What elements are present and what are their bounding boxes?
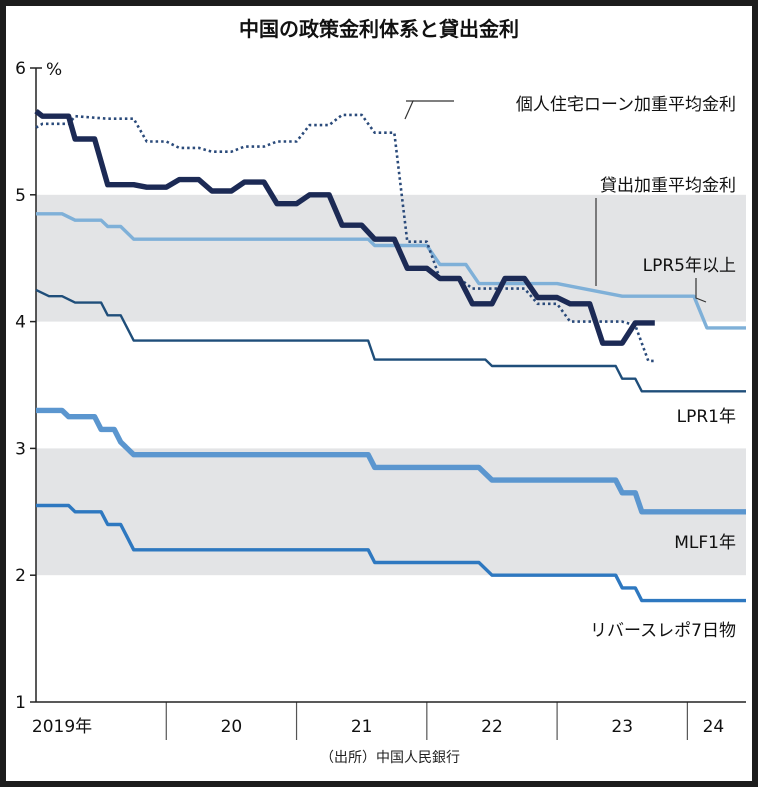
series-label-2: LPR5年以上 (643, 256, 736, 276)
series-label-4: MLF1年 (674, 533, 736, 553)
series-line-3 (36, 212, 746, 330)
x-tick-label: 22 (481, 717, 503, 737)
y-tick-label: 5 (15, 186, 26, 206)
y-tick-label: 1 (15, 693, 26, 713)
source-note: （出所）中国人民銀行 (320, 750, 460, 766)
chart-title: 中国の政策金利体系と貸出金利 (239, 17, 519, 41)
series-line-4 (35, 113, 655, 363)
series-label-1: 貸出加重平均金利 (600, 176, 736, 196)
label-leader-2 (695, 278, 707, 303)
y-unit-label: % (46, 60, 62, 80)
x-tick-label: 23 (611, 717, 633, 737)
series-label-3: LPR1年 (677, 407, 736, 427)
series-line-2 (35, 288, 746, 393)
label-leader-0 (404, 100, 414, 120)
series-line-5 (34, 108, 655, 346)
x-tick-label: 21 (351, 717, 373, 737)
series-label-0: 個人住宅ローン加重平均金利 (516, 95, 736, 115)
shaded-band-0 (36, 194, 746, 322)
y-tick-label: 3 (15, 439, 26, 459)
series-line-0 (36, 503, 746, 603)
y-tick-label: 2 (15, 566, 26, 586)
y-tick-label: 4 (15, 313, 26, 333)
series-label-5: リバースレポ7日物 (590, 621, 736, 641)
x-tick-label: 2019年 (32, 717, 92, 737)
x-gridlines (165, 702, 688, 740)
chart-panel: 中国の政策金利体系と貸出金利 1 2 3 4 5 6% 2019年 20 21 22 23 24 個人… (6, 6, 752, 781)
x-tick-label: 20 (221, 717, 243, 737)
x-tick-label: 24 (703, 717, 725, 737)
series-lines (34, 108, 746, 603)
y-tick-label: 6 (15, 59, 26, 79)
series-line-1 (36, 407, 746, 515)
